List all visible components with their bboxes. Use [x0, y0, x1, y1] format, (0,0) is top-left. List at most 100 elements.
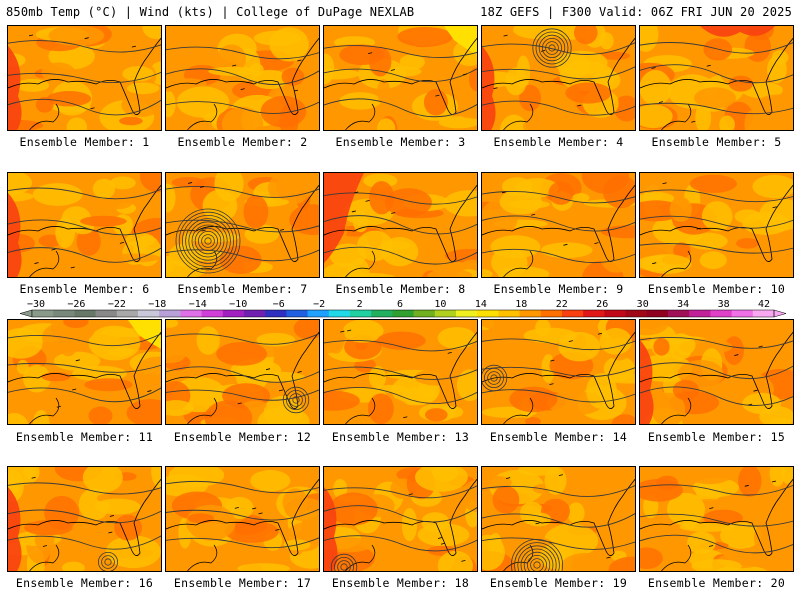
coastline	[345, 103, 376, 130]
temperature-blob	[640, 320, 670, 336]
colorbar-left-arrow	[19, 309, 33, 318]
height-contour	[482, 100, 635, 116]
wind-barb	[109, 515, 114, 517]
height-contour	[640, 189, 793, 203]
cyclone-contour	[511, 539, 563, 571]
coastline	[8, 37, 161, 115]
ensemble-member-label: Ensemble Member: 13	[331, 430, 470, 444]
wind-barb	[549, 383, 554, 385]
coastline	[640, 37, 793, 115]
temperature-map	[482, 467, 635, 571]
temperature-blob	[509, 386, 558, 413]
temperature-blob	[86, 251, 109, 277]
coastline	[503, 103, 534, 130]
cyclone-contour	[514, 542, 560, 571]
height-contour	[640, 513, 793, 527]
temperature-blob	[694, 87, 736, 109]
temperature-blob	[535, 320, 551, 336]
temperature-blob	[640, 70, 672, 106]
temperature-blob	[326, 321, 345, 354]
cyclone-contour	[527, 555, 547, 571]
height-contour	[640, 102, 793, 115]
temperature-blob	[399, 54, 425, 70]
temperature-blob	[744, 110, 759, 130]
cyclone-contour	[490, 374, 498, 382]
colorbar-swatch	[519, 310, 542, 317]
height-contour	[166, 508, 319, 521]
colorbar-swatch	[710, 310, 733, 317]
ensemble-member-label: Ensemble Member: 12	[173, 430, 312, 444]
coastline	[187, 397, 218, 424]
height-contour	[8, 333, 161, 347]
cyclone-contour	[191, 224, 225, 258]
temperature-blob	[586, 373, 617, 409]
colorbar-tick-label: 42	[758, 299, 770, 310]
coastline	[324, 37, 477, 115]
cyclone-contour	[517, 545, 557, 571]
wind-barb	[501, 191, 507, 194]
colorbar-tick-label: 26	[596, 299, 608, 310]
temperature-blob	[221, 106, 264, 130]
temperature-blob	[369, 366, 386, 389]
wind-barb	[56, 405, 61, 408]
height-contour	[166, 46, 319, 60]
temperature-blob	[244, 224, 279, 244]
colorbar-swatch	[392, 310, 415, 317]
wind-barb	[594, 242, 599, 245]
temperature-blob	[728, 75, 754, 92]
colorbar-tick-label: −6	[273, 299, 285, 310]
height-contour	[640, 64, 793, 84]
temperature-blob	[276, 173, 292, 200]
temperature-map	[166, 173, 319, 277]
coastline	[166, 331, 319, 409]
temperature-blob	[482, 269, 493, 277]
wind-barb	[28, 34, 34, 37]
wind-barb	[347, 329, 352, 332]
wind-barb	[90, 107, 95, 110]
temperature-blob	[23, 467, 37, 479]
wind-barb	[354, 191, 359, 194]
temperature-blob	[608, 556, 635, 571]
temperature-blob	[640, 547, 663, 569]
temperature-blob	[600, 51, 631, 60]
cyclone-contour	[204, 237, 212, 245]
colorbar-tick-label: 10	[434, 299, 446, 310]
colorbar-swatch	[116, 310, 139, 317]
colorbar-swatch	[244, 310, 266, 317]
cyclone-contour	[101, 555, 115, 569]
cyclone-contour	[530, 558, 544, 571]
temperature-map	[482, 26, 635, 130]
cyclone-contour	[194, 227, 222, 255]
temperature-blob	[32, 183, 83, 206]
coastline	[29, 103, 60, 130]
coastline	[482, 478, 635, 556]
wind-barb	[772, 206, 777, 209]
cyclone-contour	[104, 558, 112, 566]
colorbar-tick-label: −10	[229, 299, 247, 310]
wind-barb	[503, 34, 508, 37]
wind-barb	[408, 493, 413, 496]
colorbar-tick-label: −14	[189, 299, 207, 310]
cyclone-contour	[201, 234, 215, 248]
temperature-blob	[208, 66, 255, 76]
height-contour	[324, 485, 477, 499]
temperature-blob	[691, 559, 742, 571]
temperature-blob	[166, 346, 186, 364]
wind-barb	[437, 537, 443, 539]
wind-barb	[84, 37, 89, 40]
wind-barb	[577, 104, 582, 107]
temperature-blob	[425, 408, 448, 422]
height-contour	[324, 505, 477, 523]
wind-barb	[131, 45, 136, 48]
ensemble-member-label: Ensemble Member: 18	[331, 576, 470, 590]
temperature-blob	[339, 92, 381, 110]
cyclone-contour	[188, 221, 228, 261]
colorbar-swatch	[350, 310, 372, 317]
wind-barb	[558, 474, 563, 476]
temperature-blob	[388, 66, 422, 77]
temperature-map	[8, 320, 161, 424]
colorbar-tick-label: −22	[108, 299, 126, 310]
temperature-map	[166, 320, 319, 424]
ensemble-map-panel	[639, 172, 794, 278]
temperature-blob	[482, 534, 505, 571]
